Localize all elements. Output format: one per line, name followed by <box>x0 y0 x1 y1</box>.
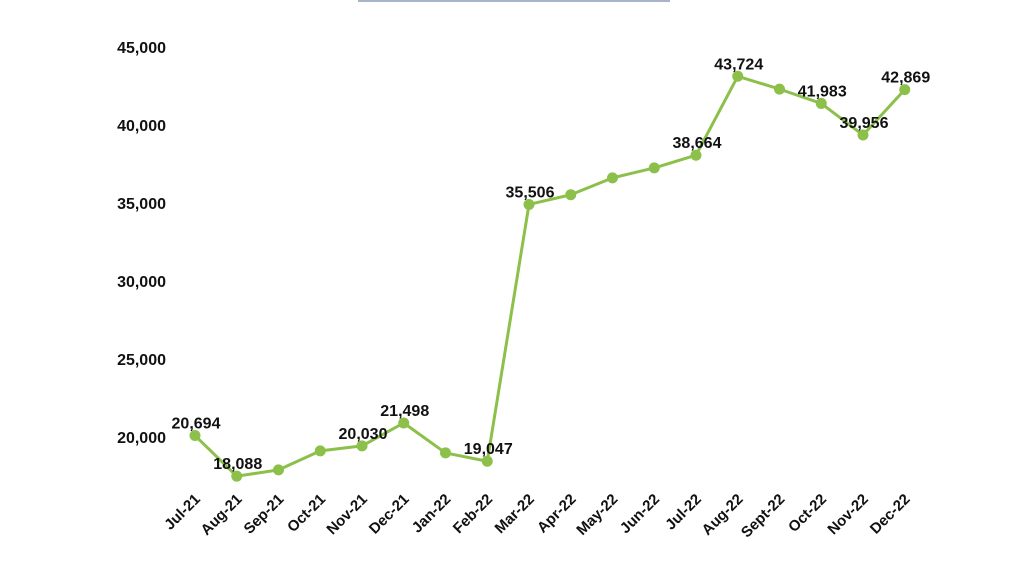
data-label: 41,983 <box>798 83 847 100</box>
data-point-marker <box>732 70 744 82</box>
data-label: 35,506 <box>506 184 555 201</box>
x-tick-label: Dec-21 <box>366 491 413 538</box>
x-tick-label: Jun-22 <box>617 491 663 537</box>
x-tick-label: Feb-22 <box>450 491 496 537</box>
data-point-marker <box>565 189 577 201</box>
data-label: 42,869 <box>881 70 930 87</box>
data-point-marker <box>774 83 785 95</box>
data-point-marker <box>857 129 869 141</box>
x-tick-label: Sep-21 <box>241 491 288 538</box>
y-tick-label: 45,000 <box>117 40 166 57</box>
y-tick-label: 40,000 <box>117 118 166 135</box>
top-bar-segment-left <box>358 0 670 2</box>
y-tick-label: 30,000 <box>117 274 166 291</box>
data-point-marker <box>398 417 410 429</box>
y-axis: 20,000 25,000 30,000 35,000 40,000 45,000 <box>117 40 166 447</box>
x-tick-label: Oct-22 <box>785 491 830 536</box>
data-point-marker <box>356 440 368 452</box>
data-labels: 20,694 18,088 20,030 21,498 19,047 35,506 38,6… <box>172 56 931 473</box>
data-point-marker <box>815 97 827 109</box>
data-label: 19,047 <box>464 441 513 458</box>
x-tick-label: Jan-22 <box>409 491 455 537</box>
data-label: 20,694 <box>172 416 221 433</box>
data-label: 20,030 <box>339 426 388 443</box>
data-point-marker <box>273 464 284 476</box>
x-axis: Jul-21Aug-21Sep-21Oct-21Nov-21Dec-21Jan-… <box>161 491 913 541</box>
data-point-marker <box>607 172 618 184</box>
x-tick-label: Sept-22 <box>738 491 788 541</box>
data-label: 39,956 <box>840 115 889 132</box>
data-label: 38,664 <box>673 135 722 152</box>
x-tick-label: Aug-21 <box>198 491 246 539</box>
data-point-marker <box>648 162 660 174</box>
series-line <box>193 74 906 478</box>
data-point-marker <box>440 447 451 459</box>
data-point-marker <box>690 149 702 161</box>
y-tick-label: 35,000 <box>117 196 166 213</box>
x-tick-label: May-22 <box>573 491 621 539</box>
x-tick-label: Mar-22 <box>492 491 538 537</box>
y-tick-label: 25,000 <box>117 352 166 369</box>
data-point-marker <box>231 470 243 482</box>
y-tick-label: 20,000 <box>117 430 166 447</box>
data-series <box>189 70 911 482</box>
x-tick-label: Nov-21 <box>323 491 370 538</box>
data-label: 43,724 <box>714 56 763 73</box>
data-point-marker <box>523 198 535 210</box>
data-label: 18,088 <box>213 456 262 473</box>
x-tick-label: Nov-22 <box>824 491 871 538</box>
data-point-marker <box>481 455 493 467</box>
data-label: 21,498 <box>380 403 429 420</box>
data-point-marker <box>899 84 911 96</box>
x-tick-label: Oct-21 <box>284 491 329 536</box>
x-tick-label: Dec-22 <box>867 491 914 538</box>
data-point-marker <box>314 445 326 457</box>
x-tick-label: Apr-22 <box>534 491 580 537</box>
data-point-marker <box>189 430 201 442</box>
